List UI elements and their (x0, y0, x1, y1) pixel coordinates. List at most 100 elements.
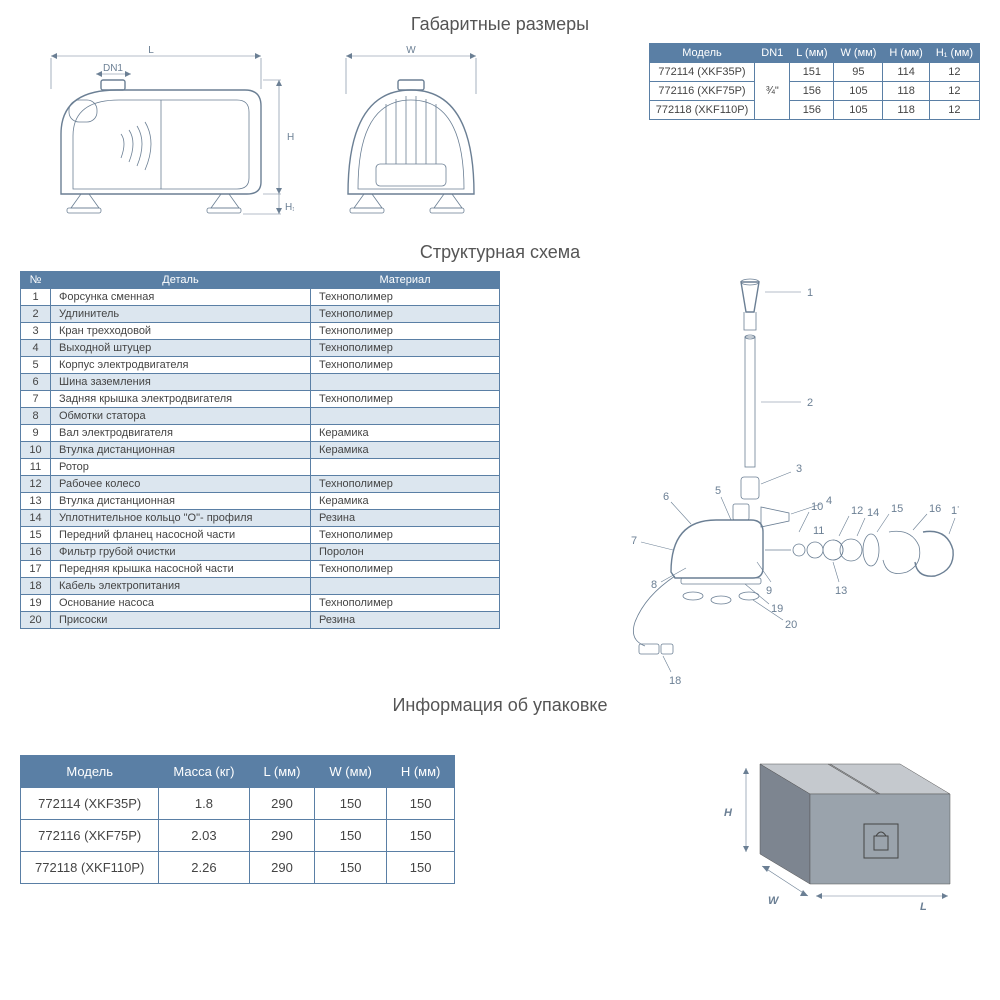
parts-row: 1Форсунка сменнаяТехнополимер (21, 289, 500, 306)
svg-text:L: L (920, 901, 927, 913)
svg-text:2: 2 (807, 397, 813, 409)
parts-cell-mat: Резина (311, 510, 500, 527)
parts-cell-n: 17 (21, 561, 51, 578)
pack-cell: 2.03 (159, 819, 249, 851)
parts-cell-part: Втулка дистанционная (51, 442, 311, 459)
drawing-front-view: W (315, 43, 505, 238)
dim-cell: 151 (790, 63, 834, 82)
parts-cell-n: 14 (21, 510, 51, 527)
parts-cell-mat: Керамика (311, 493, 500, 510)
parts-th-mat: Материал (311, 272, 500, 289)
parts-cell-mat: Технополимер (311, 289, 500, 306)
dim-cell: 156 (790, 82, 834, 101)
svg-text:W: W (768, 895, 780, 907)
parts-cell-n: 19 (21, 595, 51, 612)
parts-cell-n: 7 (21, 391, 51, 408)
parts-th-n: № (21, 272, 51, 289)
parts-cell-n: 18 (21, 578, 51, 595)
parts-cell-mat (311, 578, 500, 595)
parts-row: 17Передняя крышка насосной частиТехнопол… (21, 561, 500, 578)
dim-row: 772116 (XKF75P)15610511812 (649, 82, 979, 101)
parts-th-part: Деталь (51, 272, 311, 289)
parts-cell-n: 2 (21, 306, 51, 323)
parts-cell-n: 11 (21, 459, 51, 476)
parts-row: 16Фильтр грубой очисткиПоролон (21, 544, 500, 561)
drawing-exploded-view: 1 2 3 4 5 6 7 8 9 10 11 12 13 14 (520, 271, 960, 691)
parts-cell-part: Форсунка сменная (51, 289, 311, 306)
svg-text:13: 13 (835, 585, 847, 597)
parts-cell-part: Вал электродвигателя (51, 425, 311, 442)
parts-row: 19Основание насосаТехнополимер (21, 595, 500, 612)
svg-text:11: 11 (813, 525, 824, 537)
parts-row: 8Обмотки статора (21, 408, 500, 425)
parts-cell-part: Ротор (51, 459, 311, 476)
dim-cell: 12 (929, 63, 979, 82)
dim-cell-model: 772118 (XKF110P) (649, 101, 755, 120)
pack-cell: 290 (249, 851, 315, 883)
pack-cell: 150 (315, 819, 386, 851)
svg-text:L: L (148, 45, 154, 56)
parts-cell-part: Втулка дистанционная (51, 493, 311, 510)
title-structure: Структурная схема (20, 242, 980, 263)
parts-cell-n: 3 (21, 323, 51, 340)
packaging-row: Модель Масса (кг) L (мм) W (мм) H (мм) 7… (20, 724, 980, 914)
parts-cell-mat: Технополимер (311, 323, 500, 340)
parts-cell-part: Задняя крышка электродвигателя (51, 391, 311, 408)
dim-th-w: W (мм) (834, 44, 883, 63)
parts-cell-n: 20 (21, 612, 51, 629)
pack-cell: 2.26 (159, 851, 249, 883)
parts-row: 7Задняя крышка электродвигателяТехнополи… (21, 391, 500, 408)
parts-cell-mat: Технополимер (311, 306, 500, 323)
dim-cell-model: 772114 (XKF35P) (649, 63, 755, 82)
title-packaging: Информация об упаковке (20, 695, 980, 716)
pack-cell: 1.8 (159, 787, 249, 819)
pack-cell: 290 (249, 819, 315, 851)
svg-text:H: H (287, 132, 294, 143)
svg-text:1: 1 (807, 287, 813, 299)
pack-row: 772116 (XKF75P)2.03290150150 (21, 819, 455, 851)
dim-row: 772118 (XKF110P)15610511812 (649, 101, 979, 120)
parts-cell-part: Удлинитель (51, 306, 311, 323)
svg-text:7: 7 (631, 535, 637, 547)
svg-text:8: 8 (651, 579, 657, 591)
pack-th-w: W (мм) (315, 755, 386, 787)
pack-cell: 150 (386, 787, 455, 819)
parts-row: 5Корпус электродвигателяТехнополимер (21, 357, 500, 374)
parts-cell-mat (311, 374, 500, 391)
parts-row: 20ПрисоскиРезина (21, 612, 500, 629)
svg-text:9: 9 (766, 585, 772, 597)
parts-row: 4Выходной штуцерТехнополимер (21, 340, 500, 357)
dim-cell: 114 (883, 63, 929, 82)
parts-row: 18Кабель электропитания (21, 578, 500, 595)
pack-cell: 772116 (XKF75P) (21, 819, 159, 851)
parts-row: 10Втулка дистанционнаяКерамика (21, 442, 500, 459)
svg-text:12: 12 (851, 505, 863, 517)
parts-cell-part: Рабочее колесо (51, 476, 311, 493)
pack-row: 772114 (XKF35P)1.8290150150 (21, 787, 455, 819)
parts-cell-mat: Технополимер (311, 357, 500, 374)
parts-cell-n: 12 (21, 476, 51, 493)
svg-text:14: 14 (867, 507, 879, 519)
dim-cell: 95 (834, 63, 883, 82)
drawing-package-box: H W L (660, 724, 980, 914)
parts-row: 9Вал электродвигателяКерамика (21, 425, 500, 442)
svg-text:20: 20 (785, 619, 797, 631)
parts-cell-part: Передний фланец насосной части (51, 527, 311, 544)
parts-cell-n: 8 (21, 408, 51, 425)
svg-text:10: 10 (811, 501, 823, 513)
parts-cell-part: Корпус электродвигателя (51, 357, 311, 374)
dim-cell: 105 (834, 82, 883, 101)
dim-th-l: L (мм) (790, 44, 834, 63)
parts-cell-mat (311, 459, 500, 476)
parts-row: 2УдлинительТехнополимер (21, 306, 500, 323)
pack-th-mass: Масса (кг) (159, 755, 249, 787)
dim-cell: 12 (929, 101, 979, 120)
pack-cell: 772114 (XKF35P) (21, 787, 159, 819)
parts-cell-mat: Резина (311, 612, 500, 629)
parts-cell-n: 6 (21, 374, 51, 391)
parts-cell-part: Кабель электропитания (51, 578, 311, 595)
pack-cell: 772118 (XKF110P) (21, 851, 159, 883)
packaging-table: Модель Масса (кг) L (мм) W (мм) H (мм) 7… (20, 755, 455, 884)
parts-cell-mat: Технополимер (311, 595, 500, 612)
parts-cell-part: Кран трехходовой (51, 323, 311, 340)
